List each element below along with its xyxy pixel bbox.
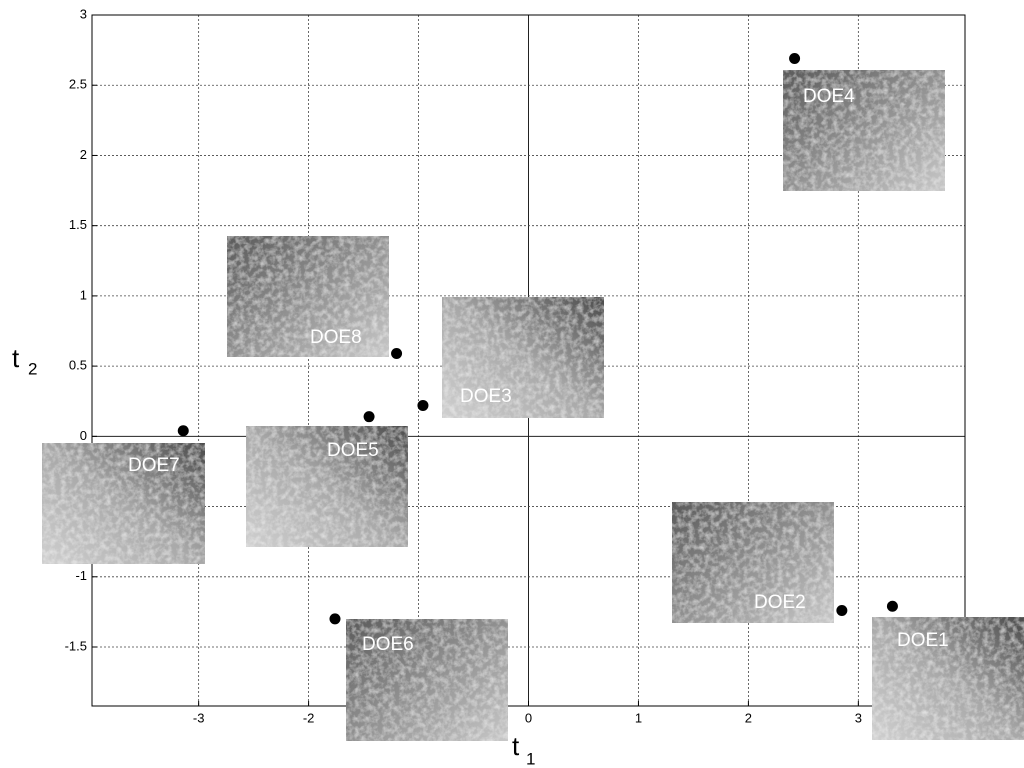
point bbox=[364, 411, 375, 422]
y-tick-label: -1.5 bbox=[65, 638, 87, 653]
y-tick-label: 0.5 bbox=[69, 358, 87, 373]
point-label: DOE2 bbox=[754, 592, 806, 613]
photo bbox=[672, 502, 834, 623]
x-tick-label: 2 bbox=[745, 710, 752, 725]
sample-photo: DOE8 bbox=[227, 236, 389, 357]
x-axis-label-sub: 1 bbox=[526, 749, 535, 768]
sample-photo: DOE4 bbox=[783, 70, 945, 191]
sample-photo: DOE5 bbox=[246, 426, 408, 547]
sample-photo: DOE2 bbox=[672, 502, 834, 623]
point-label: DOE6 bbox=[362, 634, 414, 655]
x-axis-label: t 1 bbox=[512, 731, 535, 768]
y-tick-label: 1.5 bbox=[69, 217, 87, 232]
sample-photo: DOE1 bbox=[872, 617, 1024, 740]
point bbox=[329, 613, 340, 624]
point bbox=[789, 53, 800, 64]
point bbox=[417, 400, 428, 411]
x-axis-label-main: t bbox=[512, 731, 520, 761]
y-axis-label-main: t bbox=[12, 343, 20, 373]
point-label: DOE4 bbox=[803, 86, 855, 107]
y-tick-label: 2 bbox=[80, 147, 87, 162]
x-tick-label: -3 bbox=[193, 710, 205, 725]
y-axis-label-sub: 2 bbox=[28, 359, 37, 378]
point-label: DOE1 bbox=[897, 630, 949, 651]
y-tick-label: 0 bbox=[80, 428, 87, 443]
sample-photo: DOE6 bbox=[346, 619, 508, 741]
photo bbox=[227, 236, 389, 357]
sample-photo: DOE3 bbox=[442, 297, 604, 418]
y-tick-label: 3 bbox=[80, 6, 87, 21]
x-tick-label: -2 bbox=[303, 710, 315, 725]
x-tick-label: 0 bbox=[525, 710, 532, 725]
x-tick-label: 1 bbox=[635, 710, 642, 725]
point bbox=[178, 425, 189, 436]
chart: t 1 t 2 -3-2-10123-1.5-1-0.500.511.522.5… bbox=[0, 0, 1024, 768]
point bbox=[391, 348, 402, 359]
page: {"chart_data": { "type": "scatter", "x_l… bbox=[0, 0, 1024, 768]
y-tick-label: -1 bbox=[75, 568, 87, 583]
x-tick-label: 3 bbox=[855, 710, 862, 725]
point-label: DOE5 bbox=[327, 440, 379, 461]
y-axis-label: t 2 bbox=[12, 343, 37, 379]
point bbox=[836, 605, 847, 616]
point-label: DOE3 bbox=[460, 386, 512, 407]
sample-photo: DOE7 bbox=[42, 443, 205, 564]
point-label: DOE7 bbox=[128, 455, 180, 476]
point bbox=[887, 601, 898, 612]
photo bbox=[42, 443, 205, 564]
y-tick-label: 2.5 bbox=[69, 77, 87, 92]
y-tick-label: 1 bbox=[80, 287, 87, 302]
point-label: DOE8 bbox=[310, 327, 362, 348]
